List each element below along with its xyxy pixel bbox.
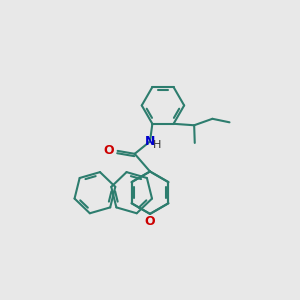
Text: O: O bbox=[145, 215, 155, 228]
Text: H: H bbox=[153, 140, 161, 150]
Text: O: O bbox=[103, 144, 114, 157]
Text: N: N bbox=[145, 135, 155, 148]
